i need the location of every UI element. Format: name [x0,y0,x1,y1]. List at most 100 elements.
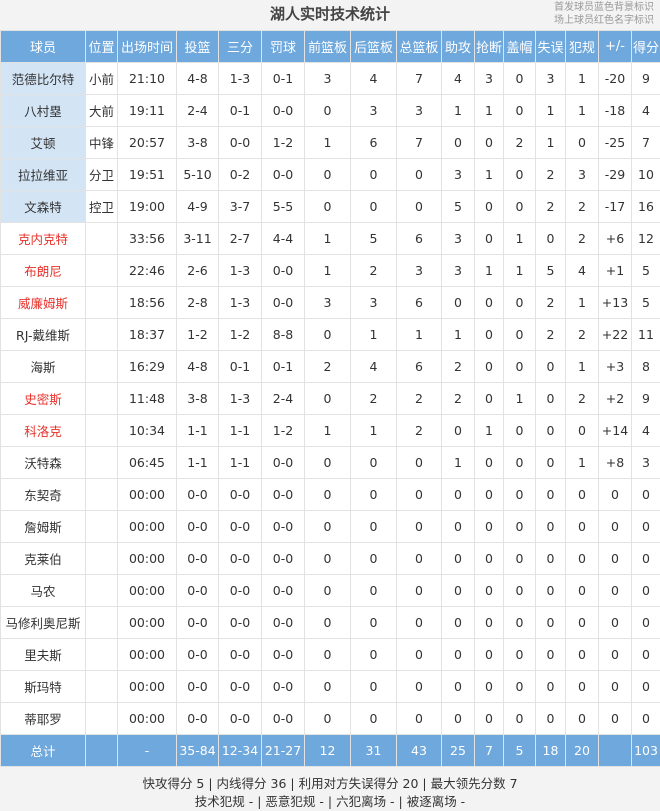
stat-cell: 1 [566,447,599,479]
stat-cell: 1-2 [262,415,305,447]
stat-cell: 0-0 [219,639,262,671]
player-name: 东契奇 [1,479,86,511]
stat-cell: 0-0 [219,703,262,735]
stat-cell: 3 [397,95,442,127]
stat-cell: 2 [566,383,599,415]
stat-cell: 1-2 [177,319,219,351]
total-cell: - [118,735,177,767]
stat-cell: 2 [351,383,397,415]
stat-cell: 0 [397,703,442,735]
stat-cell: 00:00 [118,575,177,607]
stat-cell: 0 [397,639,442,671]
stat-cell: 1-3 [219,255,262,287]
stat-cell: 0 [566,511,599,543]
stat-cell: 0 [566,479,599,511]
stat-cell: 0-0 [262,575,305,607]
stat-cell: 3 [536,63,566,95]
legend-line: 场上球员红色名字标识 [554,14,654,27]
stat-cell: 0-2 [219,159,262,191]
stat-cell: 0 [305,703,351,735]
stat-cell: 0 [397,607,442,639]
stat-cell: 5 [632,255,660,287]
header-row: 球员位置出场时间投篮三分罚球前篮板后篮板总篮板助攻抢断盖帽失误犯规+/-得分 [1,31,660,63]
stat-cell: 0 [566,607,599,639]
stat-cell: 1 [442,95,475,127]
stat-cell: 0 [632,511,660,543]
stat-cell: 0 [475,703,504,735]
stat-cell [86,607,118,639]
header-cell: 盖帽 [504,31,536,63]
stat-cell: 19:00 [118,191,177,223]
stat-cell: 0 [351,511,397,543]
stat-cell: 10:34 [118,415,177,447]
player-name: 文森特 [1,191,86,223]
stat-cell: 0 [442,607,475,639]
stat-cell: 0 [504,319,536,351]
stat-cell: 10 [632,159,660,191]
stat-cell: 6 [397,351,442,383]
stat-cell: 0 [475,383,504,415]
total-cell: 21-27 [262,735,305,767]
stat-cell: 0-0 [219,543,262,575]
player-name: RJ-戴维斯 [1,319,86,351]
stat-cell: 1 [536,127,566,159]
stat-cell: 5 [442,191,475,223]
stat-cell: 21:10 [118,63,177,95]
header-cell: 得分 [632,31,660,63]
stat-cell: 0 [566,543,599,575]
stat-cell: 1-1 [219,415,262,447]
stat-cell: 0 [632,639,660,671]
stat-cell [86,223,118,255]
stat-cell: 1-3 [219,63,262,95]
stat-cell: 33:56 [118,223,177,255]
total-cell: 总计 [1,735,86,767]
stat-cell: 0 [305,607,351,639]
stat-cell: 11:48 [118,383,177,415]
stat-cell: 0 [475,511,504,543]
stat-cell: 0-0 [219,511,262,543]
stat-cell: 3-8 [177,383,219,415]
stat-cell: 2 [397,415,442,447]
stat-cell: 0 [599,639,632,671]
stat-cell: 0 [504,191,536,223]
stat-cell: 3 [351,287,397,319]
stat-cell: 0 [504,447,536,479]
stat-cell [86,351,118,383]
stat-cell: 3 [442,255,475,287]
stat-cell: 0 [599,575,632,607]
stat-cell: 1 [504,383,536,415]
stat-cell: 06:45 [118,447,177,479]
header-cell: 失误 [536,31,566,63]
stat-cell: 2 [536,191,566,223]
stat-cell: 1 [442,447,475,479]
stat-cell: 0 [536,575,566,607]
total-cell: 103 [632,735,660,767]
stat-cell: 0 [351,575,397,607]
stat-cell: 0-0 [262,639,305,671]
stat-cell: 3 [305,287,351,319]
stat-cell: 6 [397,223,442,255]
stat-cell: 0 [599,607,632,639]
stat-cell [86,511,118,543]
total-cell: 31 [351,735,397,767]
stat-cell: 3 [475,63,504,95]
stat-cell: 1-3 [219,383,262,415]
stat-cell: 0 [475,639,504,671]
player-name: 里夫斯 [1,639,86,671]
stat-cell: -17 [599,191,632,223]
stat-cell: 0 [305,575,351,607]
stat-cell: 2 [536,159,566,191]
stat-cell: 3-8 [177,127,219,159]
stat-cell: 5-5 [262,191,305,223]
stat-cell: 0-0 [262,479,305,511]
stat-cell: 4 [632,415,660,447]
stat-cell: 4 [351,351,397,383]
stat-cell: 18:56 [118,287,177,319]
stat-cell: 1 [351,319,397,351]
stat-cell [86,703,118,735]
stat-cell: 2-4 [177,95,219,127]
stat-cell: 0 [536,543,566,575]
